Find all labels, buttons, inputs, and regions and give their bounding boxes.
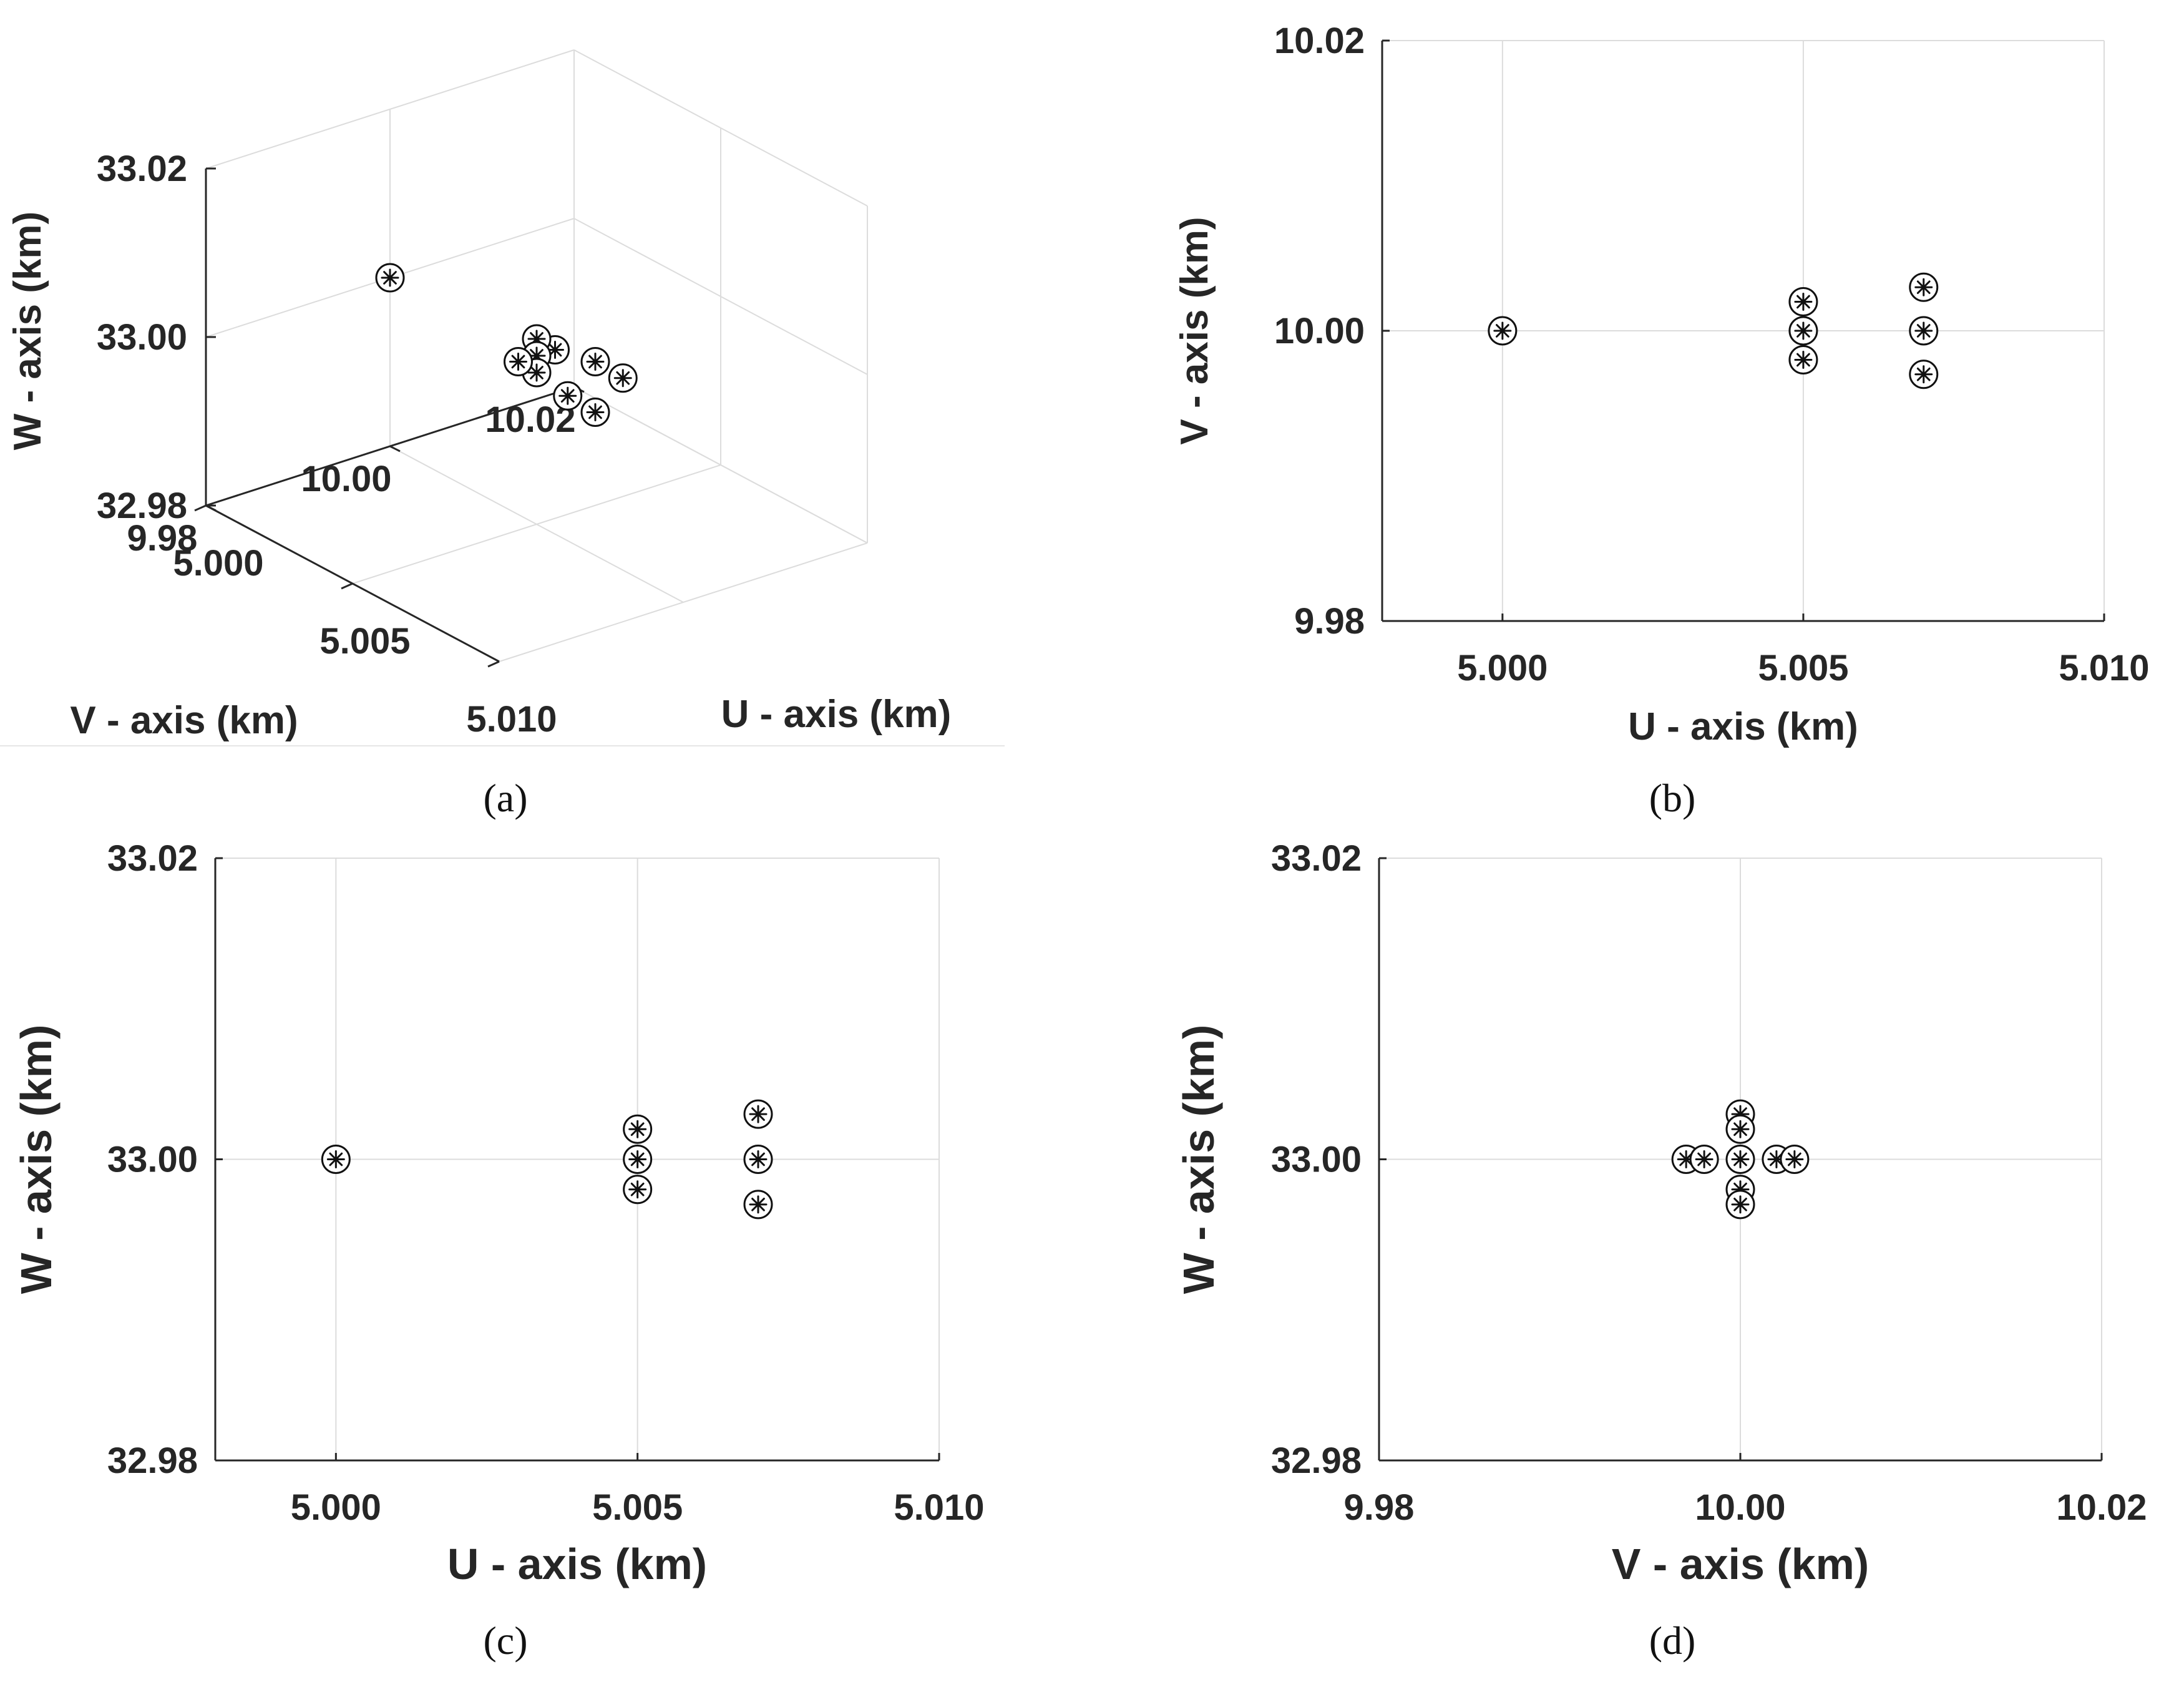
data-point <box>504 347 533 376</box>
data-point <box>580 347 610 376</box>
y-tick-label: 32.98 <box>1271 1440 1362 1481</box>
wall-v-gridline-horizontal <box>573 49 868 207</box>
panel-c-scatter-u-w: 5.000 5.005 5.010 32.98 33.00 33.02 U - axis (… <box>12 838 985 1663</box>
u-tick-mark <box>487 660 500 668</box>
x-axis-title: V - axis (km) <box>1612 1540 1869 1588</box>
u-tick-label: 5.005 <box>319 621 410 662</box>
u-tick-label: 5.000 <box>173 543 263 584</box>
v-tick-label: 9.98 <box>127 518 198 559</box>
u-tick-mark <box>194 504 207 512</box>
data-point <box>1909 359 1939 389</box>
x-axis-title: U - axis (km) <box>447 1540 707 1588</box>
floor-gridline-v <box>389 446 684 603</box>
data-point <box>553 381 583 411</box>
w-tick-label: 33.00 <box>97 317 187 358</box>
data-point <box>321 1145 351 1174</box>
y-axis-title: V - axis (km) <box>1173 217 1216 444</box>
y-tick-label: 33.00 <box>107 1140 198 1180</box>
x-tick-label: 5.010 <box>2059 648 2149 688</box>
x-tick-label: 5.005 <box>1758 648 1848 688</box>
u-axis-title: U - axis (km) <box>721 693 952 736</box>
w-tick-label: 32.98 <box>97 486 187 526</box>
data-point <box>1488 316 1518 346</box>
data-point <box>1725 1190 1755 1220</box>
data-point <box>623 1114 653 1144</box>
y-tick-label: 33.02 <box>107 838 198 879</box>
u-tick-mark <box>341 582 353 590</box>
x-tick-label: 5.005 <box>592 1487 683 1528</box>
data-point <box>1788 287 1818 316</box>
x-tick-label: 5.000 <box>1457 648 1548 688</box>
u-tick-label: 5.010 <box>466 699 557 740</box>
y-tick-label: 33.02 <box>1271 838 1362 879</box>
v-tick-label: 10.00 <box>301 459 391 499</box>
x-tick-label: 9.98 <box>1344 1487 1415 1528</box>
data-point <box>1725 1114 1755 1144</box>
data-point <box>1725 1145 1755 1174</box>
y-tick-label: 32.98 <box>107 1440 198 1481</box>
y-tick-label: 33.00 <box>1271 1140 1362 1180</box>
data-point <box>1780 1145 1810 1174</box>
data-point <box>743 1099 773 1129</box>
data-point <box>743 1145 773 1174</box>
x-tick-label: 10.00 <box>1695 1487 1785 1528</box>
w-axis-title: W - axis (km) <box>6 212 49 450</box>
data-point <box>1909 272 1939 302</box>
panel-a-3d-scatter: 32.9833.0033.025.0005.0055.0109.9810.001… <box>6 49 952 820</box>
panel-label: (b) <box>1649 776 1696 820</box>
wall-v-gridline-horizontal <box>573 218 868 375</box>
data-point <box>608 363 638 393</box>
y-axis-title: W - axis (km) <box>1174 1025 1223 1294</box>
data-point <box>743 1190 773 1220</box>
data-point <box>1909 316 1939 346</box>
x-tick-label: 5.010 <box>894 1487 984 1528</box>
data-point <box>1788 345 1818 374</box>
data-point <box>1689 1145 1719 1174</box>
panel-b-scatter-u-v: 5.000 5.005 5.010 9.98 10.00 10.02 U - axis (k… <box>1173 21 2150 820</box>
y-tick-label: 10.00 <box>1274 311 1365 351</box>
wall-v-gridline-horizontal <box>573 386 868 544</box>
v-axis-title: V - axis (km) <box>70 699 298 742</box>
data-point <box>580 398 610 427</box>
data-point <box>623 1175 653 1205</box>
data-point <box>1788 316 1818 346</box>
panel-label: (a) <box>483 776 527 820</box>
y-axis-title: W - axis (km) <box>12 1025 61 1294</box>
v-tick-mark <box>205 504 217 512</box>
y-tick-label: 10.02 <box>1274 21 1365 61</box>
v-tick-mark <box>389 445 401 452</box>
wall-u-gridline-horizontal <box>205 49 575 169</box>
y-tick-label: 9.98 <box>1294 601 1365 642</box>
x-tick-label: 5.000 <box>291 1487 381 1528</box>
x-tick-label: 10.02 <box>2056 1487 2147 1528</box>
data-point <box>623 1145 653 1174</box>
x-axis-title: U - axis (km) <box>1628 705 1858 748</box>
w-tick-label: 33.02 <box>97 149 187 189</box>
panel-d-scatter-v-w: 9.98 10.00 10.02 32.98 33.00 33.02 V - axis (k… <box>1174 838 2147 1663</box>
panel-label: (d) <box>1649 1618 1696 1663</box>
data-point <box>375 263 405 293</box>
panel-label: (c) <box>483 1618 527 1663</box>
